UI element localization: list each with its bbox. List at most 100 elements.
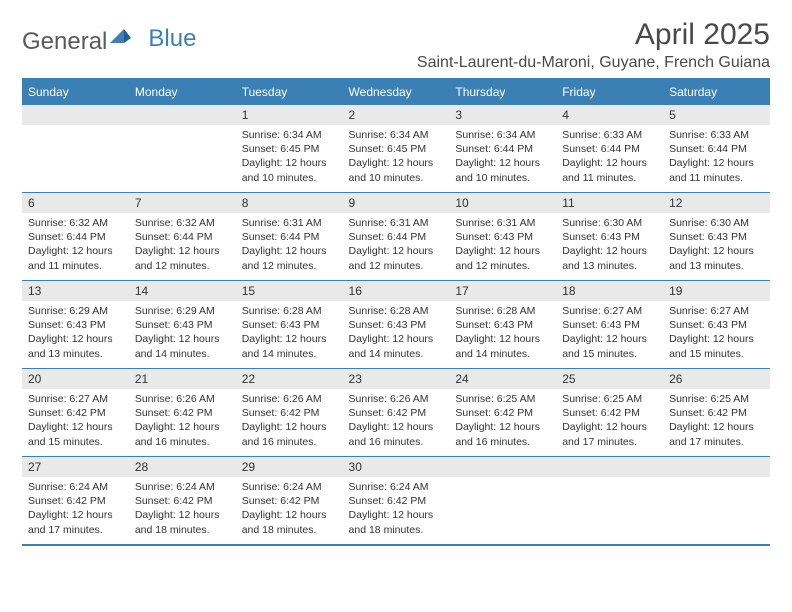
calendar-week-row: 20Sunrise: 6:27 AMSunset: 6:42 PMDayligh…	[22, 369, 770, 457]
sunrise-line: Sunrise: 6:26 AM	[135, 392, 230, 406]
day-number: 23	[343, 369, 450, 389]
day-number: 25	[556, 369, 663, 389]
sunset-line: Sunset: 6:43 PM	[562, 230, 657, 244]
daylight-line: Daylight: 12 hours and 18 minutes.	[135, 508, 230, 536]
sunset-line: Sunset: 6:45 PM	[242, 142, 337, 156]
calendar-day-cell: 22Sunrise: 6:26 AMSunset: 6:42 PMDayligh…	[236, 369, 343, 457]
calendar-day-cell: 7Sunrise: 6:32 AMSunset: 6:44 PMDaylight…	[129, 193, 236, 281]
sunset-line: Sunset: 6:44 PM	[135, 230, 230, 244]
daylight-line: Daylight: 12 hours and 13 minutes.	[562, 244, 657, 272]
calendar-day-cell: 20Sunrise: 6:27 AMSunset: 6:42 PMDayligh…	[22, 369, 129, 457]
sunrise-line: Sunrise: 6:33 AM	[669, 128, 764, 142]
day-header: Saturday	[663, 79, 770, 105]
daylight-line: Daylight: 12 hours and 15 minutes.	[28, 420, 123, 448]
sunset-line: Sunset: 6:43 PM	[455, 230, 550, 244]
calendar-day-cell	[449, 457, 556, 545]
calendar-day-cell	[129, 105, 236, 193]
day-number: 9	[343, 193, 450, 213]
day-number: 1	[236, 105, 343, 125]
day-header: Monday	[129, 79, 236, 105]
day-body: Sunrise: 6:30 AMSunset: 6:43 PMDaylight:…	[556, 213, 663, 279]
sunrise-line: Sunrise: 6:31 AM	[455, 216, 550, 230]
daylight-line: Daylight: 12 hours and 14 minutes.	[455, 332, 550, 360]
daylight-line: Daylight: 12 hours and 10 minutes.	[242, 156, 337, 184]
calendar-day-cell: 2Sunrise: 6:34 AMSunset: 6:45 PMDaylight…	[343, 105, 450, 193]
daylight-line: Daylight: 12 hours and 16 minutes.	[349, 420, 444, 448]
day-body: Sunrise: 6:34 AMSunset: 6:45 PMDaylight:…	[343, 125, 450, 191]
daylight-line: Daylight: 12 hours and 13 minutes.	[669, 244, 764, 272]
day-body: Sunrise: 6:24 AMSunset: 6:42 PMDaylight:…	[22, 477, 129, 543]
sunset-line: Sunset: 6:42 PM	[135, 406, 230, 420]
calendar-day-cell: 13Sunrise: 6:29 AMSunset: 6:43 PMDayligh…	[22, 281, 129, 369]
daylight-line: Daylight: 12 hours and 16 minutes.	[242, 420, 337, 448]
day-body: Sunrise: 6:26 AMSunset: 6:42 PMDaylight:…	[236, 389, 343, 455]
daylight-line: Daylight: 12 hours and 12 minutes.	[135, 244, 230, 272]
calendar-day-cell: 8Sunrise: 6:31 AMSunset: 6:44 PMDaylight…	[236, 193, 343, 281]
calendar-day-cell	[556, 457, 663, 545]
calendar-day-cell: 19Sunrise: 6:27 AMSunset: 6:43 PMDayligh…	[663, 281, 770, 369]
calendar-day-cell: 25Sunrise: 6:25 AMSunset: 6:42 PMDayligh…	[556, 369, 663, 457]
sunrise-line: Sunrise: 6:28 AM	[349, 304, 444, 318]
calendar-day-cell: 6Sunrise: 6:32 AMSunset: 6:44 PMDaylight…	[22, 193, 129, 281]
calendar-week-row: 1Sunrise: 6:34 AMSunset: 6:45 PMDaylight…	[22, 105, 770, 193]
daylight-line: Daylight: 12 hours and 15 minutes.	[669, 332, 764, 360]
daylight-line: Daylight: 12 hours and 12 minutes.	[242, 244, 337, 272]
sunset-line: Sunset: 6:44 PM	[242, 230, 337, 244]
day-body: Sunrise: 6:29 AMSunset: 6:43 PMDaylight:…	[22, 301, 129, 367]
daylight-line: Daylight: 12 hours and 18 minutes.	[349, 508, 444, 536]
sunrise-line: Sunrise: 6:24 AM	[28, 480, 123, 494]
day-number: 5	[663, 105, 770, 125]
day-body: Sunrise: 6:33 AMSunset: 6:44 PMDaylight:…	[663, 125, 770, 191]
daylight-line: Daylight: 12 hours and 17 minutes.	[562, 420, 657, 448]
calendar-day-cell: 16Sunrise: 6:28 AMSunset: 6:43 PMDayligh…	[343, 281, 450, 369]
daylight-line: Daylight: 12 hours and 11 minutes.	[669, 156, 764, 184]
day-number: 19	[663, 281, 770, 301]
brand-part1: General	[22, 28, 107, 56]
sunrise-line: Sunrise: 6:33 AM	[562, 128, 657, 142]
day-body: Sunrise: 6:26 AMSunset: 6:42 PMDaylight:…	[343, 389, 450, 455]
sunset-line: Sunset: 6:42 PM	[135, 494, 230, 508]
daylight-line: Daylight: 12 hours and 10 minutes.	[349, 156, 444, 184]
day-number: 13	[22, 281, 129, 301]
daylight-line: Daylight: 12 hours and 17 minutes.	[28, 508, 123, 536]
day-body: Sunrise: 6:27 AMSunset: 6:43 PMDaylight:…	[556, 301, 663, 367]
day-body: Sunrise: 6:28 AMSunset: 6:43 PMDaylight:…	[236, 301, 343, 367]
day-header: Wednesday	[343, 79, 450, 105]
day-body: Sunrise: 6:34 AMSunset: 6:44 PMDaylight:…	[449, 125, 556, 191]
sunrise-line: Sunrise: 6:27 AM	[669, 304, 764, 318]
sunset-line: Sunset: 6:42 PM	[455, 406, 550, 420]
day-body: Sunrise: 6:29 AMSunset: 6:43 PMDaylight:…	[129, 301, 236, 367]
sunrise-line: Sunrise: 6:25 AM	[455, 392, 550, 406]
day-body: Sunrise: 6:24 AMSunset: 6:42 PMDaylight:…	[343, 477, 450, 543]
day-body: Sunrise: 6:26 AMSunset: 6:42 PMDaylight:…	[129, 389, 236, 455]
sunrise-line: Sunrise: 6:29 AM	[135, 304, 230, 318]
day-body-empty	[129, 125, 236, 134]
sunset-line: Sunset: 6:43 PM	[562, 318, 657, 332]
calendar-day-cell: 29Sunrise: 6:24 AMSunset: 6:42 PMDayligh…	[236, 457, 343, 545]
day-number: 6	[22, 193, 129, 213]
daylight-line: Daylight: 12 hours and 15 minutes.	[562, 332, 657, 360]
title-block: April 2025 Saint-Laurent-du-Maroni, Guya…	[417, 18, 770, 72]
brand-logo: General Blue	[22, 18, 196, 60]
sunset-line: Sunset: 6:43 PM	[669, 230, 764, 244]
day-body: Sunrise: 6:25 AMSunset: 6:42 PMDaylight:…	[556, 389, 663, 455]
brand-part2: Blue	[148, 25, 196, 53]
month-title: April 2025	[417, 18, 770, 52]
calendar-day-cell: 23Sunrise: 6:26 AMSunset: 6:42 PMDayligh…	[343, 369, 450, 457]
day-body: Sunrise: 6:27 AMSunset: 6:43 PMDaylight:…	[663, 301, 770, 367]
day-body: Sunrise: 6:34 AMSunset: 6:45 PMDaylight:…	[236, 125, 343, 191]
day-body: Sunrise: 6:32 AMSunset: 6:44 PMDaylight:…	[129, 213, 236, 279]
sunset-line: Sunset: 6:43 PM	[135, 318, 230, 332]
calendar-day-cell: 30Sunrise: 6:24 AMSunset: 6:42 PMDayligh…	[343, 457, 450, 545]
sunset-line: Sunset: 6:44 PM	[28, 230, 123, 244]
sunset-line: Sunset: 6:43 PM	[28, 318, 123, 332]
sunset-line: Sunset: 6:43 PM	[242, 318, 337, 332]
day-body: Sunrise: 6:28 AMSunset: 6:43 PMDaylight:…	[449, 301, 556, 367]
sunrise-line: Sunrise: 6:34 AM	[349, 128, 444, 142]
calendar-day-cell: 24Sunrise: 6:25 AMSunset: 6:42 PMDayligh…	[449, 369, 556, 457]
day-number-empty	[449, 457, 556, 477]
sunrise-line: Sunrise: 6:26 AM	[242, 392, 337, 406]
day-number: 20	[22, 369, 129, 389]
daylight-line: Daylight: 12 hours and 12 minutes.	[455, 244, 550, 272]
day-number: 21	[129, 369, 236, 389]
